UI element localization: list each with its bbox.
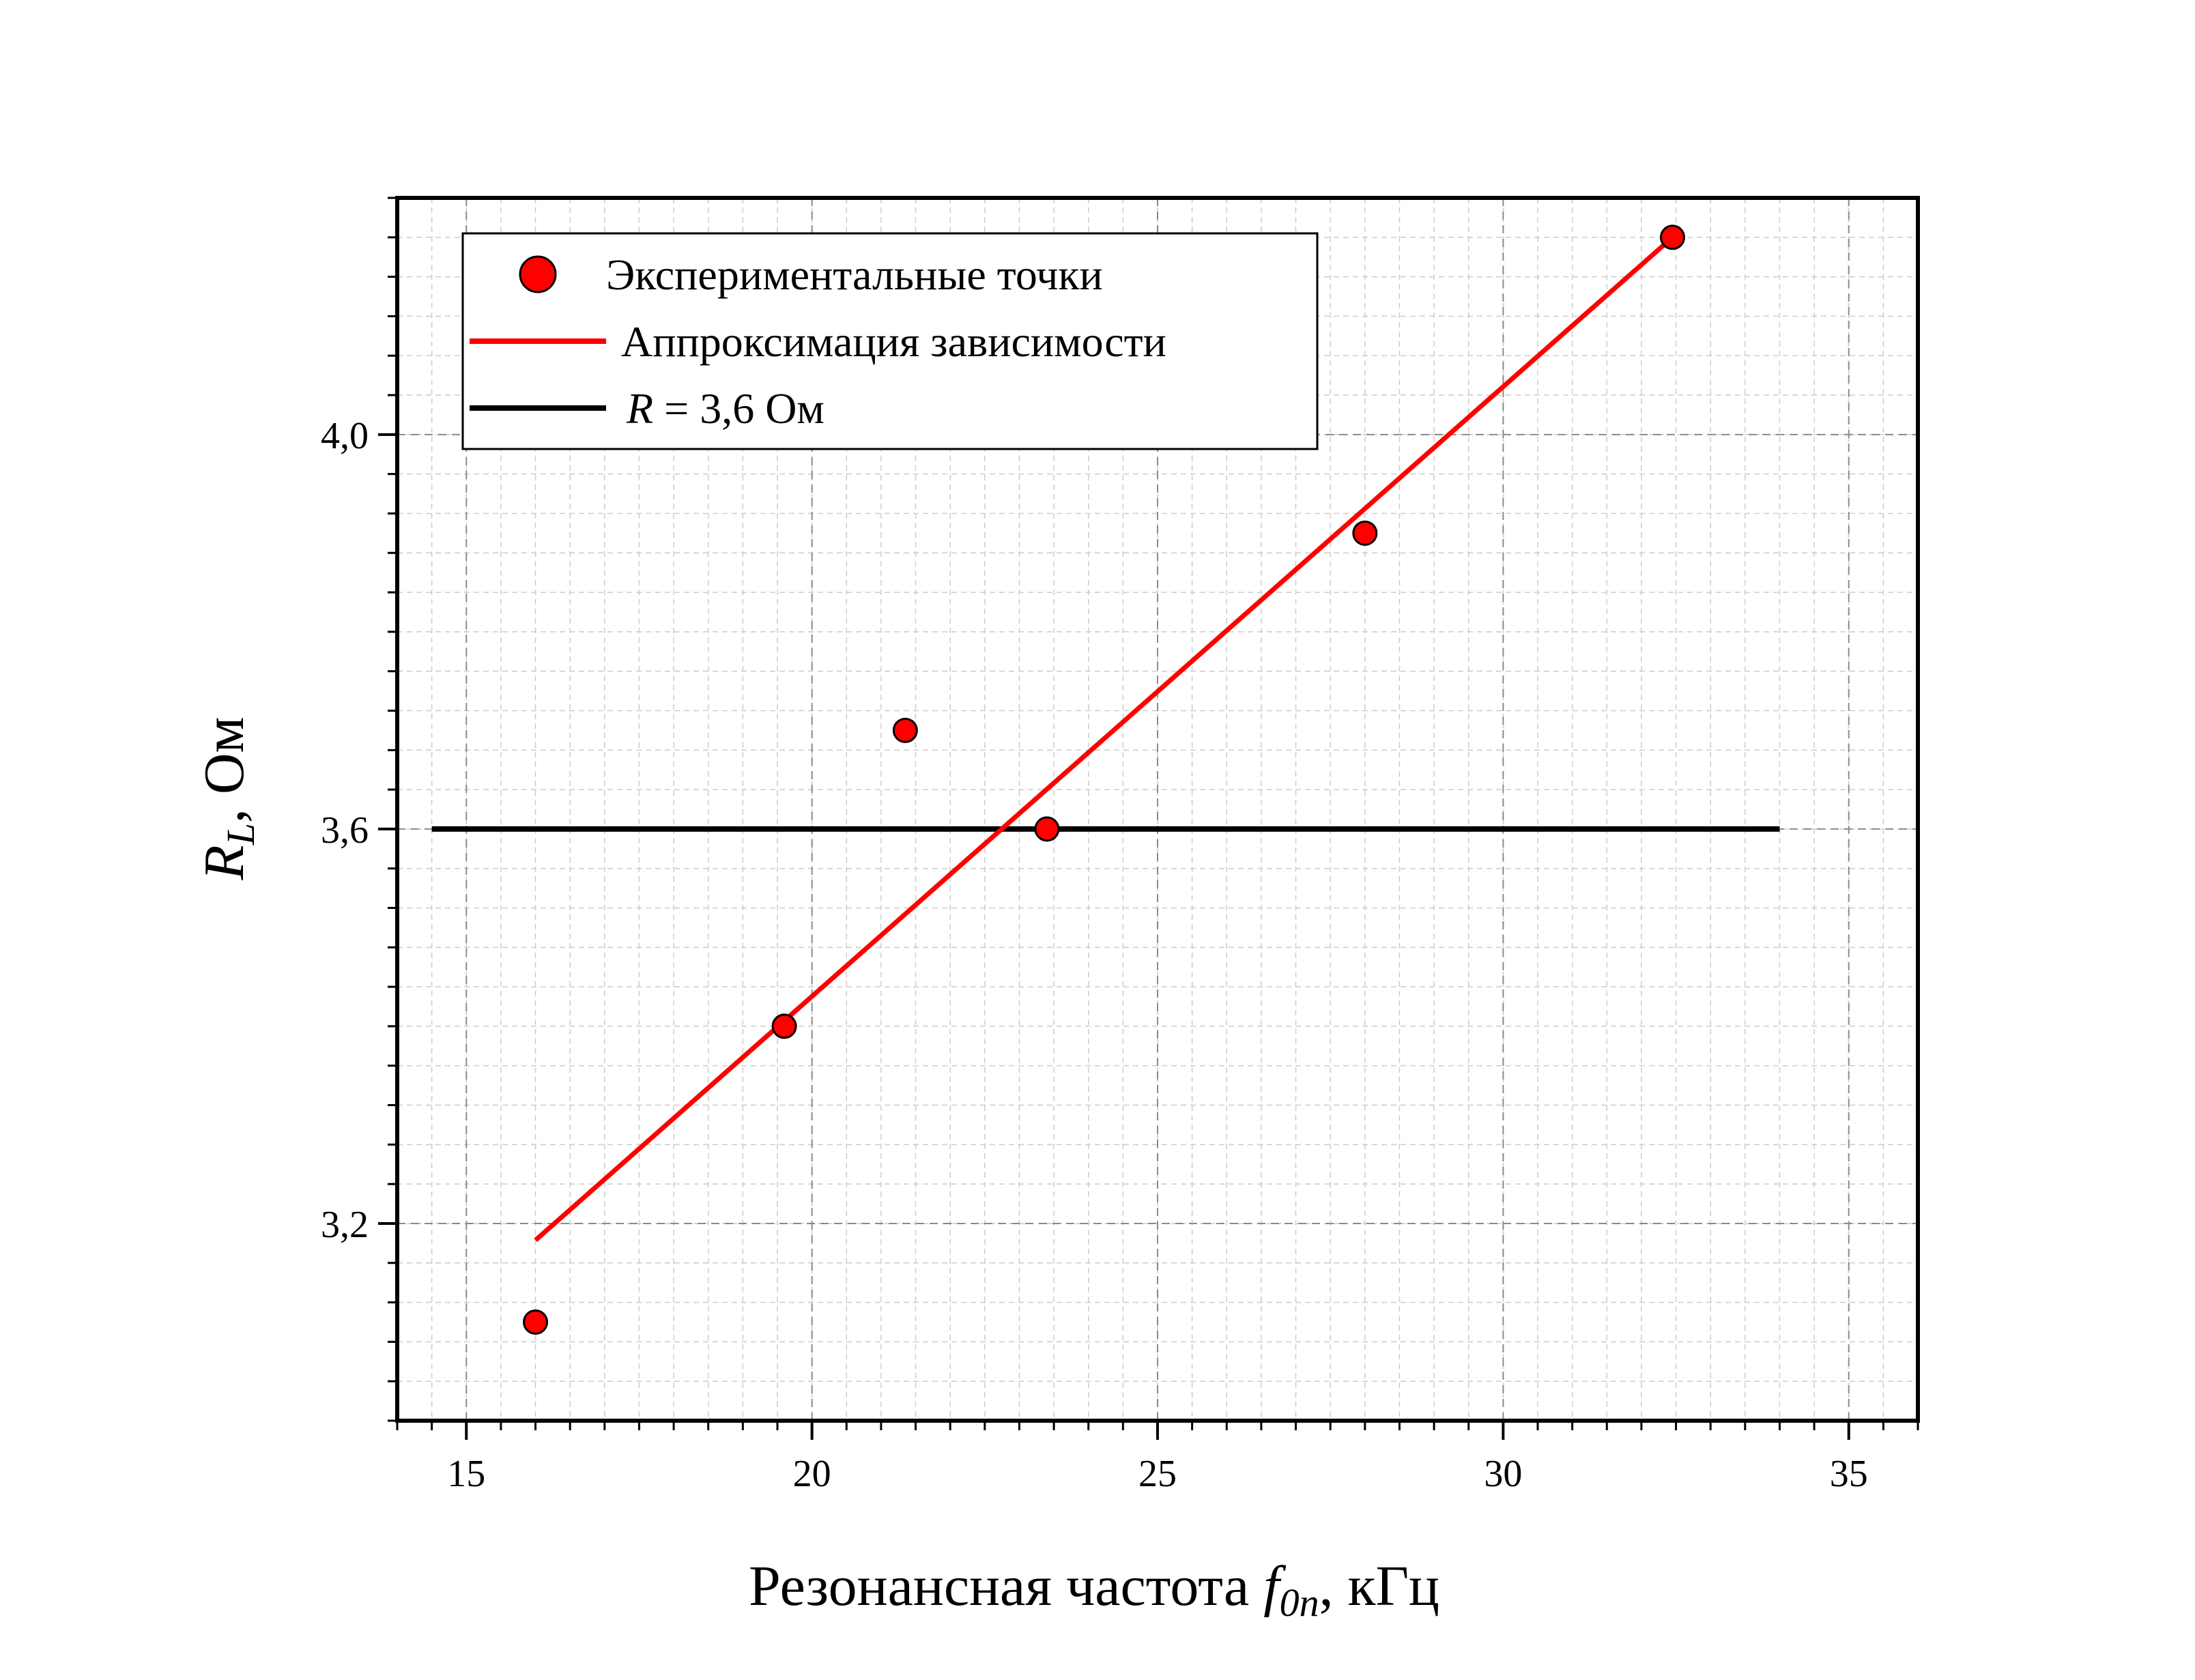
data-point — [892, 717, 918, 743]
legend: Экспериментальные точки Аппроксимация за… — [461, 232, 1319, 450]
x-axis-ticks — [396, 1421, 1919, 1440]
y-axis-title: RL, Ом — [192, 716, 263, 880]
x-tick-label: 35 — [1830, 1453, 1868, 1495]
series-layer — [431, 225, 1780, 1335]
legend-marker-points — [519, 255, 557, 293]
legend-label-hline: R = 3,6 Ом — [626, 384, 824, 433]
x-tick-label: 25 — [1138, 1453, 1177, 1495]
data-point — [1352, 520, 1378, 546]
data-point — [1659, 225, 1685, 250]
data-point — [523, 1309, 549, 1335]
y-tick-label: 4,0 — [321, 415, 369, 457]
data-point — [1034, 816, 1060, 842]
y-axis-ticks — [378, 197, 397, 1422]
x-tick-label: 15 — [447, 1453, 485, 1495]
x-tick-label: 20 — [793, 1453, 831, 1495]
fit-line — [534, 235, 1674, 1243]
y-tick-label: 3,6 — [321, 809, 369, 852]
y-tick-label: 3,2 — [321, 1204, 369, 1246]
legend-label-points: Экспериментальные точки — [606, 250, 1103, 299]
x-axis-title: Резонансная частота f0n, кГц — [749, 1554, 1439, 1625]
x-tick-label: 30 — [1484, 1453, 1522, 1495]
data-point — [771, 1013, 797, 1039]
legend-label-fit: Аппроксимация зависимости — [621, 317, 1166, 366]
y-axis-tick-labels: 3,2 3,6 4,0 — [321, 415, 369, 1246]
x-axis-tick-labels: 15 20 25 30 35 — [447, 1453, 1867, 1495]
